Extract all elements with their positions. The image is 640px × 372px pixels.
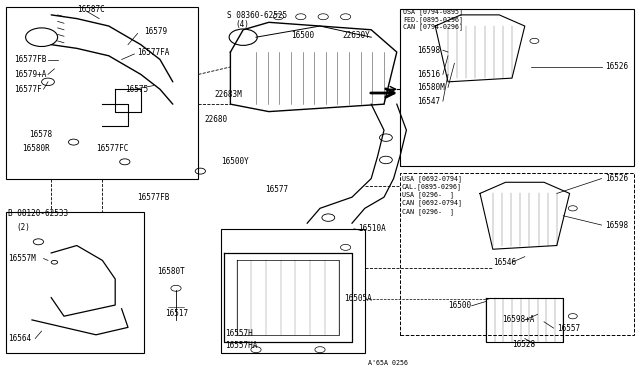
Text: 16575: 16575 (125, 85, 148, 94)
Text: 16564: 16564 (8, 334, 31, 343)
Text: 16500Y: 16500Y (221, 157, 248, 166)
Text: 16500: 16500 (291, 31, 314, 40)
Bar (6, 7, 198, 179)
Text: 16500: 16500 (448, 301, 471, 310)
Text: 16598: 16598 (605, 221, 628, 230)
Text: 16528: 16528 (512, 340, 535, 349)
Text: 16577FC: 16577FC (96, 144, 129, 153)
Text: 16526: 16526 (605, 62, 628, 71)
Text: 22630Y: 22630Y (342, 31, 370, 40)
Text: 16587C: 16587C (77, 5, 104, 14)
Text: 16557HA: 16557HA (225, 341, 258, 350)
Text: 16580T: 16580T (157, 267, 184, 276)
Bar (6, 212, 144, 353)
Text: 16505A: 16505A (344, 294, 372, 303)
Text: 16577FA: 16577FA (138, 48, 170, 57)
Text: USA [0296-  ]: USA [0296- ] (402, 192, 454, 198)
Text: USA [0794-0895]: USA [0794-0895] (403, 9, 463, 15)
Text: 16557M: 16557M (8, 254, 36, 263)
Text: (4): (4) (236, 20, 250, 29)
Text: FED.[0895-0296]: FED.[0895-0296] (403, 16, 463, 23)
Text: CAN [0794-0296]: CAN [0794-0296] (403, 23, 463, 30)
Text: 16577F: 16577F (14, 85, 42, 94)
Text: CAN [0296-  ]: CAN [0296- ] (402, 208, 454, 215)
Text: 16557H: 16557H (225, 329, 253, 338)
Text: 16516: 16516 (417, 70, 440, 79)
Text: CAL.[0895-0296]: CAL.[0895-0296] (402, 183, 462, 190)
Text: 16577: 16577 (266, 185, 289, 194)
Text: S 08360-62525: S 08360-62525 (227, 11, 287, 20)
Text: 16526: 16526 (605, 174, 628, 183)
Text: 16546: 16546 (493, 258, 516, 267)
Text: CAN [0692-0794]: CAN [0692-0794] (402, 200, 462, 206)
Text: 16517: 16517 (165, 309, 188, 318)
Text: A'65A 0256: A'65A 0256 (368, 360, 408, 366)
Text: 22680: 22680 (205, 115, 228, 124)
Text: 16578: 16578 (29, 130, 52, 139)
Text: 16557: 16557 (557, 324, 580, 333)
Bar (400, 173, 634, 335)
Text: 16580M: 16580M (417, 83, 445, 92)
Text: 16579: 16579 (144, 27, 167, 36)
Text: 16577FB: 16577FB (138, 193, 170, 202)
Text: 16598+A: 16598+A (502, 315, 535, 324)
Text: (2): (2) (16, 223, 30, 232)
Text: 22683M: 22683M (214, 90, 242, 99)
Text: 16598: 16598 (417, 46, 440, 55)
Text: 16547: 16547 (417, 97, 440, 106)
Text: B 08120-62533: B 08120-62533 (8, 209, 68, 218)
Bar (221, 229, 365, 353)
Text: 16510A: 16510A (358, 224, 386, 233)
Text: 16580R: 16580R (22, 144, 50, 153)
Bar (400, 9, 634, 166)
Text: USA [0692-0794]: USA [0692-0794] (402, 175, 462, 182)
Text: 16579+A: 16579+A (14, 70, 47, 79)
Text: 16577FB: 16577FB (14, 55, 47, 64)
